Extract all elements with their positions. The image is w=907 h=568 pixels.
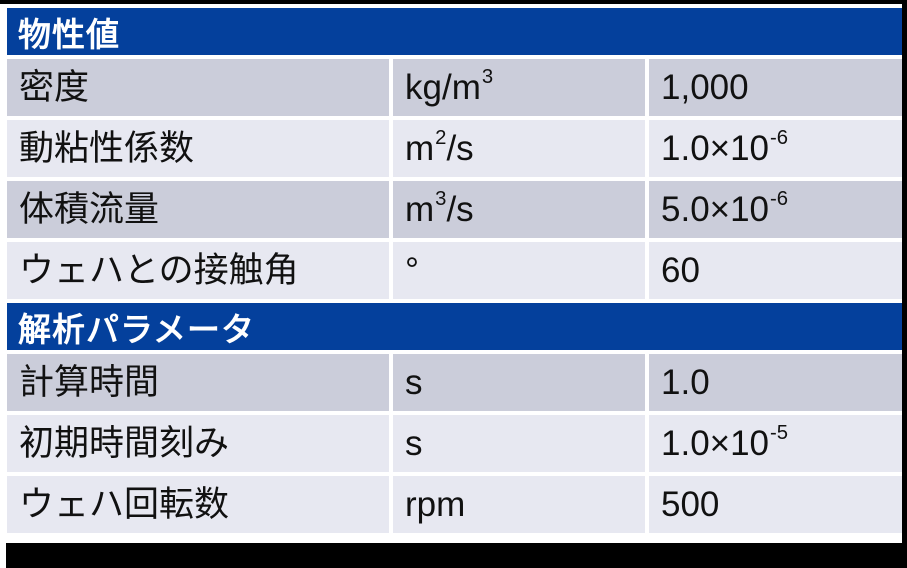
value-text: 60	[661, 251, 700, 290]
table-row-volume-flow-rate: 体積流量 m 3/s 5.0×10 -6	[7, 181, 902, 238]
table-row-density: 密度 kg/m 3 1,000	[7, 59, 902, 116]
table-row-calculation-time: 計算時間 s 1.0	[7, 354, 902, 411]
unit-superscript: 2	[435, 126, 447, 149]
table-row-wafer-rotation-speed: ウェハ回転数 rpm 500	[7, 476, 902, 533]
unit-text: m	[405, 190, 435, 229]
right-border	[902, 0, 907, 568]
unit-suffix: /s	[446, 129, 474, 168]
value-text: 1.0×10	[661, 424, 770, 463]
row-unit-cell: s	[393, 354, 645, 411]
unit-text: s	[405, 424, 423, 463]
section-header-analysis-parameters: 解析パラメータ	[7, 303, 902, 350]
row-value-cell: 1,000	[649, 59, 902, 116]
row-unit-cell: rpm	[393, 476, 645, 533]
unit-superscript: 3	[435, 187, 447, 210]
row-label-cell: 計算時間	[7, 354, 389, 411]
section-header-physical-properties: 物性値	[7, 8, 902, 55]
row-unit-cell: kg/m 3	[393, 59, 645, 116]
unit-text: kg/m	[405, 68, 481, 107]
row-label: 初期時間刻み	[19, 424, 230, 463]
row-unit-cell: m 2/s	[393, 120, 645, 177]
row-label: 体積流量	[19, 190, 160, 229]
unit-text: rpm	[405, 485, 466, 524]
row-label-cell: ウェハとの接触角	[7, 242, 389, 299]
value-text: 1.0	[661, 363, 710, 402]
unit-superscript: 3	[481, 65, 494, 88]
unit-text: m	[405, 129, 435, 168]
row-label-cell: 密度	[7, 59, 389, 116]
unit-text: s	[405, 363, 423, 402]
row-value-cell: 1.0	[649, 354, 902, 411]
row-value-cell: 5.0×10 -6	[649, 181, 902, 238]
row-label: 密度	[19, 68, 90, 107]
unit-text: °	[405, 251, 419, 290]
value-superscript: -6	[770, 126, 789, 149]
row-value-cell: 500	[649, 476, 902, 533]
row-value-cell: 60	[649, 242, 902, 299]
table-row-initial-time-step: 初期時間刻み s 1.0×10 -5	[7, 415, 902, 472]
unit-suffix: /s	[446, 190, 474, 229]
row-label: ウェハ回転数	[19, 485, 230, 524]
value-text: 1,000	[661, 68, 749, 107]
row-label: 計算時間	[19, 363, 160, 402]
row-label-cell: 初期時間刻み	[7, 415, 389, 472]
row-value-cell: 1.0×10 -5	[649, 415, 902, 472]
table-row-contact-angle: ウェハとの接触角 ° 60	[7, 242, 902, 299]
row-unit-cell: °	[393, 242, 645, 299]
value-text: 500	[661, 485, 720, 524]
table-row-kinematic-viscosity: 動粘性係数 m 2/s 1.0×10 -6	[7, 120, 902, 177]
row-label-cell: ウェハ回転数	[7, 476, 389, 533]
row-value-cell: 1.0×10 -6	[649, 120, 902, 177]
top-border	[0, 0, 907, 4]
section-title: 解析パラメータ	[18, 310, 256, 348]
row-label-cell: 体積流量	[7, 181, 389, 238]
bottom-border	[6, 543, 907, 568]
value-superscript: -6	[770, 187, 789, 210]
value-text: 5.0×10	[661, 190, 770, 229]
parameters-table: 物性値 密度 kg/m 3 1,000 動粘性係数 m 2/s 1.0×10 -6	[7, 8, 902, 533]
value-text: 1.0×10	[661, 129, 770, 168]
row-label-cell: 動粘性係数	[7, 120, 389, 177]
section-title: 物性値	[18, 15, 120, 53]
row-label: 動粘性係数	[19, 129, 195, 168]
row-unit-cell: s	[393, 415, 645, 472]
row-unit-cell: m 3/s	[393, 181, 645, 238]
row-label: ウェハとの接触角	[19, 251, 299, 290]
value-superscript: -5	[770, 421, 789, 444]
